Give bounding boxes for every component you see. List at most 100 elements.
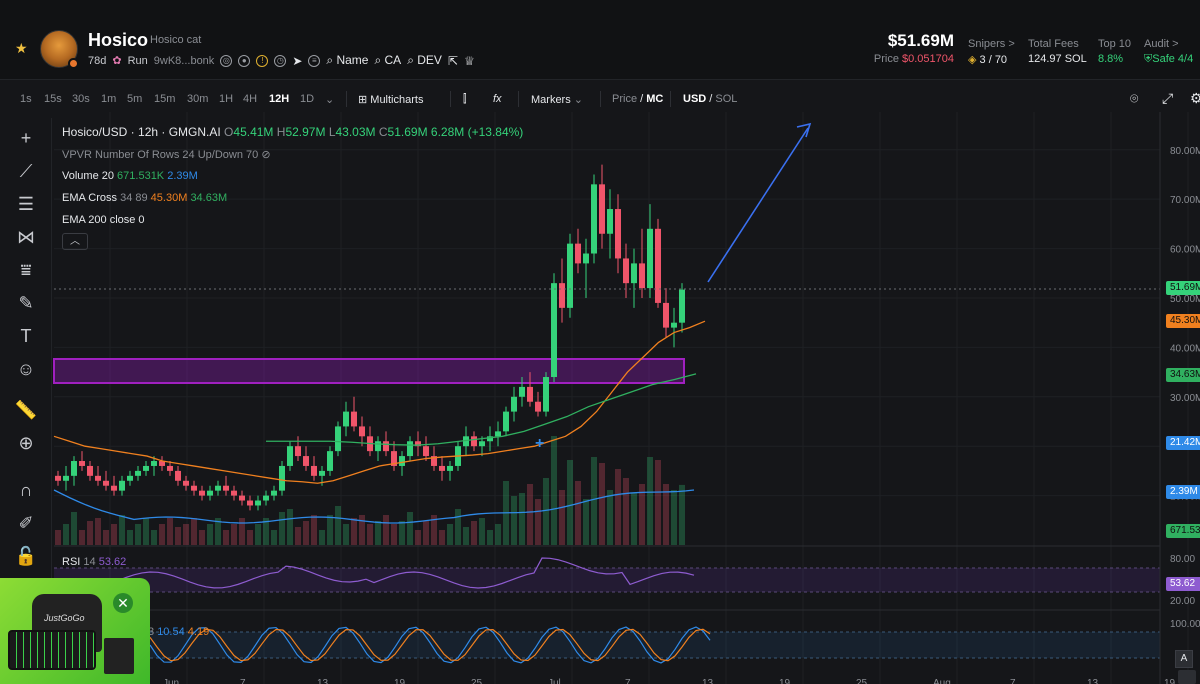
favorite-star-icon[interactable]: ★ <box>15 40 28 56</box>
timeframe-1d[interactable]: 1D <box>300 93 315 105</box>
text-tool-icon[interactable]: T <box>20 326 32 346</box>
warning-icon[interactable]: ! <box>256 54 269 67</box>
share-icon[interactable]: ⇱ <box>447 53 458 68</box>
timeframe-dropdown-chevron-icon[interactable]: ⌄ <box>325 94 335 106</box>
launchpad-label: Run <box>127 54 148 67</box>
camera-icon[interactable]: ⌾ <box>1130 90 1139 106</box>
promo-banner[interactable]: JustGoGo ✕ <box>0 578 150 684</box>
candle-body <box>663 302 669 328</box>
usd-sol-toggle[interactable]: USD / SOL <box>683 93 738 105</box>
menu-circle-icon[interactable]: ≡ <box>308 54 321 67</box>
candle-body <box>407 441 413 457</box>
price-mc-toggle[interactable]: Price / MC <box>612 93 664 105</box>
volume-bar <box>487 530 493 545</box>
timeframe-1m[interactable]: 1m <box>101 93 117 105</box>
timeframe-5m[interactable]: 5m <box>127 93 143 105</box>
crown-icon[interactable]: ♕ <box>464 53 475 68</box>
rsi-legend[interactable]: RSI 14 53.62 <box>62 556 126 568</box>
token-address[interactable]: 9wK8...bonk <box>153 54 215 67</box>
ema-long-line <box>266 373 697 446</box>
chart-toolbar: 1s 15s 30s 1m 5m 15m 30m 1H 4H 12H 1D ⌄ … <box>0 86 1200 112</box>
search-ca-link[interactable]: ⌕ CA <box>374 53 402 67</box>
volume-bar <box>375 521 381 545</box>
volume-bar <box>143 518 149 545</box>
timeframe-1s[interactable]: 1s <box>20 93 32 105</box>
ema200-legend[interactable]: EMA 200 close 0 <box>62 214 145 226</box>
search-name-link[interactable]: ⌕ Name <box>326 53 369 67</box>
unlock-icon[interactable]: 🔓 <box>14 546 38 566</box>
pitchfork-icon[interactable]: ⋈ <box>17 227 35 247</box>
stat-total-fees: Total Fees 124.97 SOL <box>1028 38 1087 65</box>
candle-body <box>679 289 685 323</box>
volume-ma-value: 2.39M <box>167 170 198 182</box>
candle-type-icon[interactable]: ⫿ <box>463 93 467 105</box>
candle-body <box>335 426 341 452</box>
candle-body <box>503 411 509 432</box>
volume-legend[interactable]: Volume 20 671.531K 2.39M <box>62 170 198 182</box>
stat-label: Snipers > <box>968 38 1015 50</box>
user-icon[interactable]: ● <box>238 54 251 67</box>
x-axis-label: 13 <box>317 678 329 684</box>
trend-arrow-head <box>796 122 812 138</box>
volume-bar <box>495 524 501 545</box>
stat-audit[interactable]: Audit > ⛨Safe 4/4 <box>1144 38 1200 66</box>
change-value: 6.28M (+13.84%) <box>430 125 524 139</box>
x-axis-labels: Jun 7 13 19 25 Jul 7 13 19 25 Aug 7 13 19 <box>163 678 1176 684</box>
settings-gear-icon[interactable]: ⚙ <box>1190 90 1200 106</box>
timeframe-15s[interactable]: 15s <box>44 93 62 105</box>
timeframe-12h[interactable]: 12H <box>269 93 290 105</box>
volume-bar <box>159 524 165 545</box>
timeframe-30m[interactable]: 30m <box>187 93 209 105</box>
brush-icon[interactable]: ✎ <box>18 293 34 313</box>
zoom-in-icon[interactable]: ⊕ <box>18 433 34 453</box>
x-axis-label: 19 <box>1164 678 1176 684</box>
vpvr-legend[interactable]: VPVR Number Of Rows 24 Up/Down 70 ⊘ <box>62 148 271 161</box>
timeframe-30s[interactable]: 30s <box>72 93 90 105</box>
volume-bar <box>535 499 541 545</box>
timeframe-15m[interactable]: 15m <box>154 93 176 105</box>
chevron-down-icon: ⌄ <box>573 94 584 106</box>
volume-bar <box>351 518 357 545</box>
horizontal-lines-icon[interactable]: ☰ <box>17 194 35 214</box>
markers-dropdown[interactable]: Markers ⌄ <box>531 93 583 106</box>
lock-drawing-icon[interactable]: ✐ <box>18 513 34 533</box>
emoji-icon[interactable]: ☺ <box>16 359 36 379</box>
volume-bar <box>519 493 525 545</box>
eye-hidden-icon[interactable]: ⊘ <box>261 149 271 161</box>
log-scale-button[interactable] <box>1178 670 1196 684</box>
stoch-legend[interactable]: 3 10.54 4.19 <box>148 626 209 638</box>
timeframe-1h[interactable]: 1H <box>219 93 234 105</box>
auto-scale-button[interactable]: A <box>1175 650 1193 668</box>
fullscreen-icon[interactable]: ⤢ <box>1162 90 1174 106</box>
clock-icon[interactable]: ◷ <box>274 54 287 67</box>
indicators-fx-icon[interactable]: fx <box>493 93 502 105</box>
volume-bar <box>447 524 453 545</box>
stat-snipers[interactable]: Snipers > ◈ 3 / 70 <box>968 38 1015 66</box>
collapse-legend-chevron-up-icon[interactable]: ︿ <box>62 233 88 250</box>
timeframe-4h[interactable]: 4H <box>243 93 258 105</box>
ema-cross-legend[interactable]: EMA Cross 34 89 45.30M 34.63M <box>62 192 227 204</box>
candle-body <box>351 411 357 427</box>
candle-body <box>471 436 477 447</box>
volume-bar <box>359 515 365 545</box>
close-promo-icon[interactable]: ✕ <box>113 593 133 613</box>
crosshair-icon[interactable]: + <box>20 128 32 148</box>
ruler-icon[interactable]: 📏 <box>14 400 38 420</box>
fib-retracement-icon[interactable]: ⩸ <box>20 260 32 280</box>
volume-bar <box>543 478 549 545</box>
multicharts-button[interactable]: ⊞ Multicharts <box>358 93 423 106</box>
magnet-icon[interactable]: ∩ <box>19 480 33 500</box>
globe-icon[interactable]: ◎ <box>220 54 233 67</box>
trendline-icon[interactable]: ⟋ <box>19 161 33 181</box>
price-tag: 21.42M <box>1166 436 1200 450</box>
candle-body <box>551 283 557 378</box>
ema-short-value: 45.30M <box>150 192 188 204</box>
telegram-icon[interactable]: ➤ <box>292 53 303 68</box>
volume-bar <box>423 521 429 545</box>
volume-bar <box>407 512 413 545</box>
token-meta-row: 78d ✿ Run 9wK8...bonk ◎ ● ! ◷ ➤ ≡ ⌕ Name… <box>88 53 475 68</box>
search-dev-link[interactable]: ⌕ DEV <box>407 53 442 67</box>
volume-bar <box>287 509 293 545</box>
candle-body <box>223 485 229 491</box>
